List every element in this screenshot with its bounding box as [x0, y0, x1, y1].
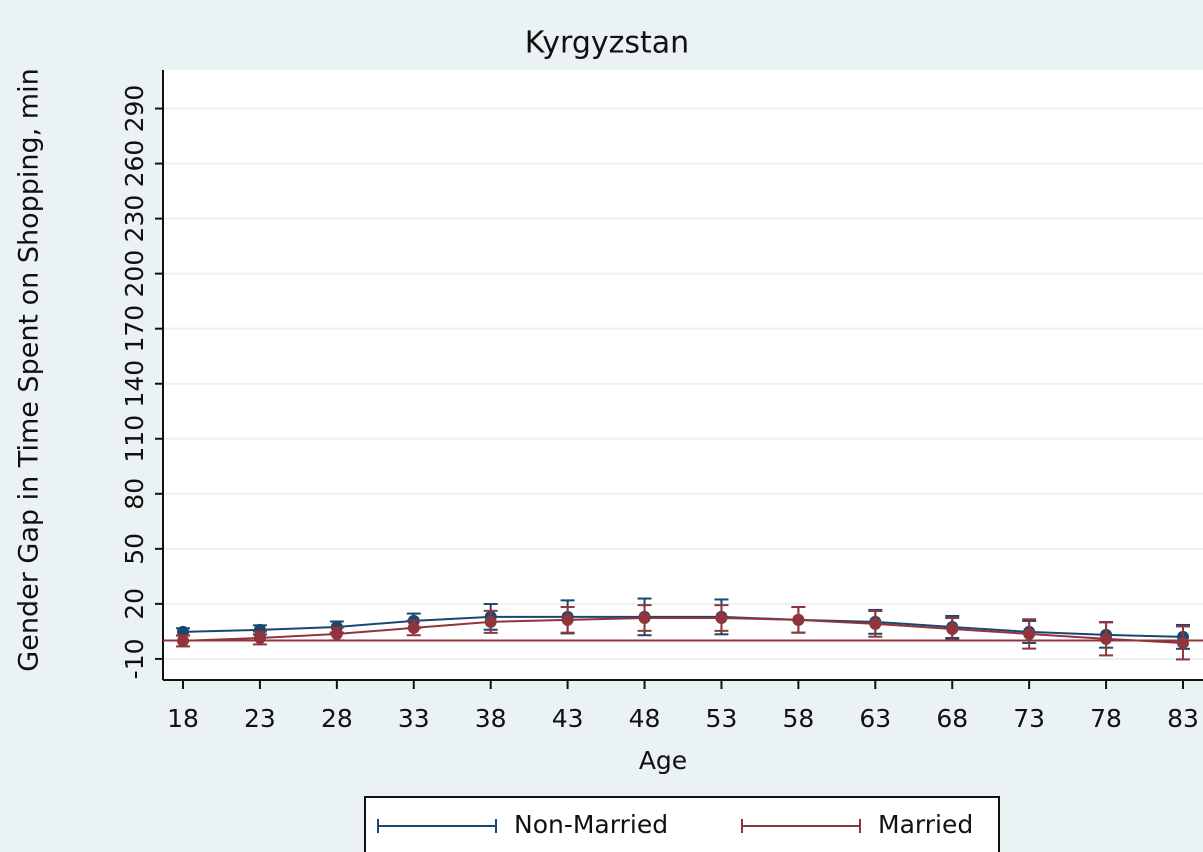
- y-tick-label: 260: [120, 140, 149, 188]
- x-tick-label: 58: [782, 704, 814, 733]
- point: [407, 621, 420, 634]
- x-tick-label: 83: [1167, 704, 1199, 733]
- x-tick-label: 73: [1013, 704, 1045, 733]
- y-tick-label: 230: [120, 195, 149, 243]
- x-tick-label: 68: [936, 704, 968, 733]
- point: [484, 615, 497, 628]
- x-tick-label: 28: [321, 704, 353, 733]
- series-line: [182, 615, 1184, 638]
- point: [330, 627, 343, 640]
- chart-title: Kyrgyzstan: [525, 26, 689, 61]
- point: [715, 611, 728, 624]
- x-tick-label: 78: [1090, 704, 1122, 733]
- y-tick-label: -10: [120, 638, 149, 679]
- x-tick-label: 18: [167, 704, 199, 733]
- point: [638, 611, 651, 624]
- point: [253, 631, 266, 644]
- legend: [364, 796, 1000, 852]
- y-tick-label: 290: [120, 85, 149, 133]
- point: [869, 617, 882, 630]
- y-axis-label: Gender Gap in Time Spent on Shopping, mi…: [14, 68, 45, 671]
- point: [1100, 632, 1113, 645]
- x-tick-label: 63: [859, 704, 891, 733]
- x-axis-label: Age: [639, 746, 687, 775]
- point: [561, 613, 574, 626]
- point: [946, 622, 959, 635]
- point: [1023, 627, 1036, 640]
- x-tick-label: 23: [244, 704, 276, 733]
- legend-label: Married: [878, 810, 973, 839]
- y-tick-label: 20: [120, 588, 149, 620]
- y-tick-label: 80: [120, 478, 149, 510]
- x-tick-label: 48: [629, 704, 661, 733]
- y-tick-label: 110: [120, 415, 149, 463]
- legend-label: Non-Married: [514, 810, 668, 839]
- y-tick-label: 200: [120, 250, 149, 298]
- plot-area: [163, 70, 1203, 680]
- point: [177, 634, 189, 647]
- point: [792, 613, 805, 626]
- point: [1177, 636, 1189, 649]
- x-tick-label: 33: [398, 704, 430, 733]
- y-tick-label: 50: [120, 533, 149, 565]
- y-tick-label: 140: [120, 360, 149, 408]
- y-tick-label: 170: [120, 305, 149, 353]
- x-tick-label: 43: [552, 704, 584, 733]
- x-tick-label: 53: [706, 704, 738, 733]
- series-line: [182, 616, 1184, 644]
- x-tick-label: 38: [475, 704, 507, 733]
